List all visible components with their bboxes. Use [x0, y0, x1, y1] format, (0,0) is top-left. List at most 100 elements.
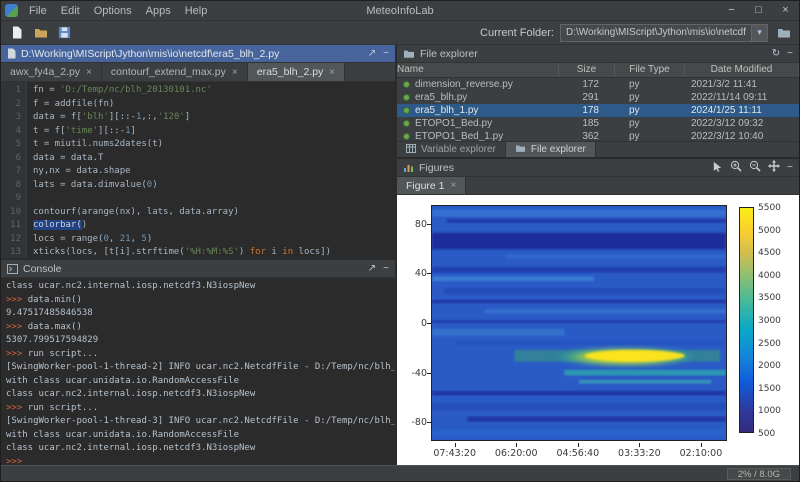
file-size-cell: 178 — [559, 105, 615, 116]
file-name-cell: era5_blh.py — [397, 92, 559, 103]
zoom-out-icon[interactable] — [749, 160, 761, 175]
column-header-size[interactable]: Size — [559, 63, 615, 77]
figure-tab-label: Figure 1 — [406, 180, 445, 192]
python-file-icon — [403, 94, 410, 101]
pan-icon[interactable] — [768, 160, 780, 175]
table-row[interactable]: era5_blh_1.py178py2024/1/25 11:11 — [397, 104, 799, 117]
line-number: 10 — [1, 206, 21, 220]
file-type-cell: py — [615, 79, 685, 90]
code-line: >>> data.min() — [6, 294, 390, 308]
line-number: 3 — [1, 111, 21, 125]
table-row[interactable]: ETOPO1_Bed_1.py362py2022/3/12 10:40 — [397, 130, 799, 141]
current-folder-combobox[interactable]: D:\Working\MIScript\Jython\mis\io\netcdf… — [560, 24, 768, 42]
table-row[interactable]: dimension_reverse.py172py2021/3/2 11:41 — [397, 78, 799, 91]
save-file-button[interactable] — [55, 23, 74, 42]
figure-area: 80400-40-8007:43:2006:20:0004:56:4003:33… — [397, 195, 799, 465]
colorbar-tick-label: 5000 — [758, 226, 781, 236]
right-column: File explorer ↻ − NameSizeFile TypeDate … — [397, 45, 799, 465]
menu-apps[interactable]: Apps — [139, 3, 178, 19]
menu-file[interactable]: File — [22, 3, 54, 19]
code-line: data = data.T — [33, 152, 395, 166]
minimize-panel-icon[interactable]: − — [787, 48, 793, 59]
editor-tab[interactable]: era5_blh_2.py × — [248, 63, 345, 81]
code-line: [SwingWorker-pool-1-thread-3] INFO ucar.… — [6, 415, 390, 429]
table-row[interactable]: era5_blh.py291py2022/11/14 09:11 — [397, 91, 799, 104]
editor-tab[interactable]: awx_fy4a_2.py × — [1, 63, 102, 81]
minimize-panel-icon[interactable]: − — [383, 263, 389, 274]
browse-folder-button[interactable] — [774, 23, 793, 42]
tab-close-icon[interactable]: × — [86, 67, 92, 78]
maximize-button[interactable]: □ — [745, 1, 772, 20]
float-panel-icon[interactable]: ↗ — [368, 48, 376, 59]
editor-file-path: D:\Working\MIScript\Jython\mis\io\netcdf… — [21, 48, 279, 60]
tab-label: File explorer — [531, 144, 586, 155]
table-row[interactable]: ETOPO1_Bed.py185py2022/3/12 09:32 — [397, 117, 799, 130]
folder-icon — [403, 49, 415, 59]
tab-file-explorer[interactable]: File explorer — [506, 142, 596, 157]
tab-close-icon[interactable]: × — [451, 180, 457, 191]
tab-variable-explorer[interactable]: Variable explorer — [397, 142, 506, 157]
colorbar-tick-label: 1500 — [758, 384, 781, 394]
menu-edit[interactable]: Edit — [54, 3, 87, 19]
meteoinfolab-window: FileEditOptionsAppsHelp MeteoInfoLab − □… — [0, 0, 800, 482]
column-header-file-type[interactable]: File Type — [615, 63, 685, 77]
x-tick-mark — [701, 443, 702, 447]
open-file-button[interactable] — [31, 23, 50, 42]
console-icon — [7, 264, 18, 274]
code-area[interactable]: fn = 'D:/Temp/nc/blh_20130101.nc'f = add… — [27, 82, 395, 258]
figures-panel: Figures − — [397, 159, 799, 465]
file-size-cell: 291 — [559, 92, 615, 103]
column-header-name[interactable]: Name — [397, 63, 559, 77]
tab-label: awx_fy4a_2.py — [10, 66, 80, 78]
console-output[interactable]: class ucar.nc2.internal.iosp.netcdf3.N3i… — [1, 278, 395, 465]
tab-label: contourf_extend_max.py — [111, 66, 226, 78]
menu-options[interactable]: Options — [87, 3, 139, 19]
file-type-cell: py — [615, 131, 685, 141]
heatmap-plot[interactable] — [431, 205, 727, 441]
code-line — [33, 192, 395, 206]
select-cursor-icon[interactable] — [712, 161, 723, 175]
minimize-button[interactable]: − — [718, 1, 745, 20]
python-file-icon — [403, 81, 410, 88]
editor-tab[interactable]: contourf_extend_max.py × — [102, 63, 248, 81]
editor-panel: D:\Working\MIScript\Jython\mis\io\netcdf… — [1, 45, 395, 260]
memory-indicator[interactable]: 2% / 8.0G — [727, 468, 791, 480]
file-date-cell: 2022/3/12 09:32 — [685, 118, 799, 129]
line-number: 2 — [1, 98, 21, 112]
tab-label: era5_blh_2.py — [257, 66, 324, 78]
menu-help[interactable]: Help — [178, 3, 215, 19]
code-line: with class ucar.unidata.io.RandomAccessF… — [6, 375, 390, 389]
y-axis-tick-label: -40 — [399, 368, 427, 379]
new-file-button[interactable] — [7, 23, 26, 42]
tab-close-icon[interactable]: × — [232, 67, 238, 78]
colorbar-tick-label: 5500 — [758, 203, 781, 213]
code-line: >>> run script... — [6, 348, 390, 362]
figure-tab[interactable]: Figure 1 × — [397, 177, 466, 194]
minimize-panel-icon[interactable]: − — [787, 162, 793, 173]
zoom-in-icon[interactable] — [730, 160, 742, 175]
minimize-panel-icon[interactable]: − — [383, 48, 389, 59]
file-name-cell: ETOPO1_Bed.py — [397, 118, 559, 129]
float-panel-icon[interactable]: ↗ — [368, 263, 376, 274]
file-icon — [7, 48, 16, 59]
y-axis-tick-label: 40 — [399, 268, 427, 279]
refresh-icon[interactable]: ↻ — [772, 48, 780, 59]
file-name: era5_blh.py — [415, 92, 467, 103]
x-tick-mark — [578, 443, 579, 447]
code-editor[interactable]: 12345678910111213 fn = 'D:/Temp/nc/blh_2… — [1, 82, 395, 258]
x-tick-mark — [516, 443, 517, 447]
colorbar-tick-label: 3000 — [758, 316, 781, 326]
tab-close-icon[interactable]: × — [329, 67, 335, 78]
column-header-date-modified[interactable]: Date Modified — [685, 63, 799, 77]
close-button[interactable]: × — [772, 1, 799, 20]
explorer-bottom-tabs: Variable explorer File explorer — [397, 141, 799, 157]
chevron-down-icon[interactable]: ▾ — [751, 25, 767, 41]
y-tick-mark — [427, 422, 431, 423]
code-line: f = addfile(fn) — [33, 98, 395, 112]
colorbar-tick-label: 3500 — [758, 293, 781, 303]
folder-icon — [515, 144, 526, 156]
figures-title: Figures — [419, 162, 454, 174]
code-line: class ucar.nc2.internal.iosp.netcdf3.N3i… — [6, 388, 390, 402]
file-name: era5_blh_1.py — [415, 105, 478, 116]
y-tick-mark — [427, 323, 431, 324]
